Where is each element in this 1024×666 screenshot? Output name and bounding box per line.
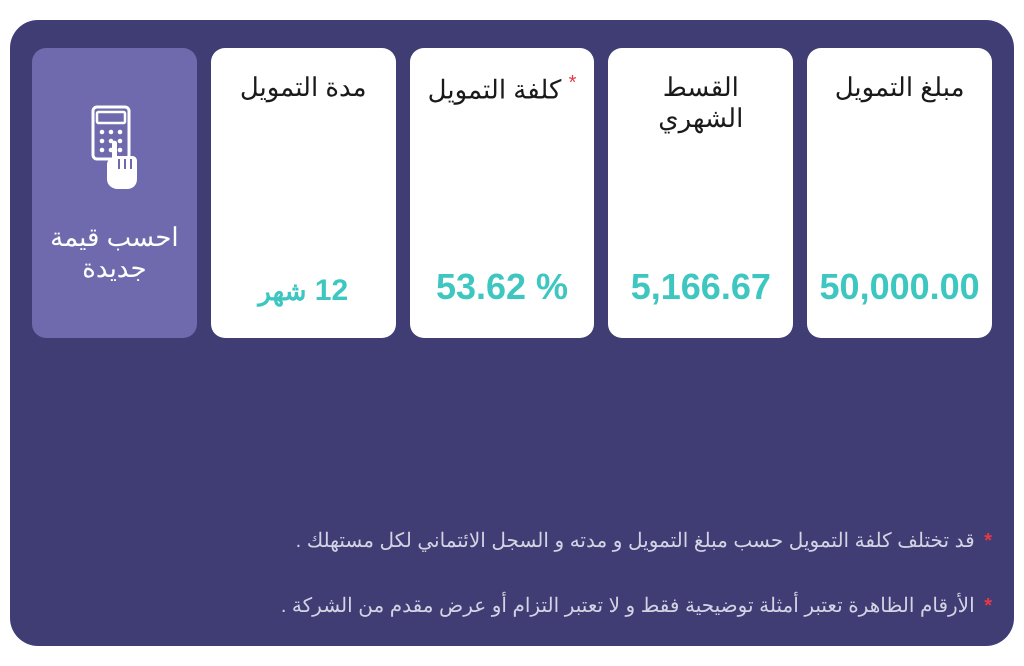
financing-amount-value: 50,000.00 (820, 266, 980, 308)
financing-period-number: 12 (315, 274, 348, 307)
calculate-new-button[interactable]: احسب قيمة جديدة (32, 48, 197, 338)
note-line-2: * الأرقام الظاهرة تعتبر أمثلة توضيحية فق… (32, 593, 992, 618)
financing-period-label: مدة التمويل (240, 72, 367, 103)
financing-cost-label-text: كلفة التمويل (428, 75, 562, 105)
cards-row: مبلغ التمويل 50,000.00 القسط الشهري 5,16… (32, 48, 992, 338)
bullet-icon: * (984, 530, 992, 552)
disclaimer-notes: * قد تختلف كلفة التمويل حسب مبلغ التمويل… (32, 528, 992, 618)
financing-period-unit: شهر (258, 276, 306, 306)
note-2-text: الأرقام الظاهرة تعتبر أمثلة توضيحية فقط … (281, 595, 975, 617)
financing-period-card: مدة التمويل 12 شهر (211, 48, 396, 338)
monthly-installment-card: القسط الشهري 5,166.67 (608, 48, 793, 338)
calculator-hand-icon (79, 103, 149, 198)
financing-amount-card: مبلغ التمويل 50,000.00 (807, 48, 992, 338)
monthly-installment-label: القسط الشهري (618, 72, 783, 134)
financing-cost-card: * كلفة التمويل 53.62 % (410, 48, 595, 338)
financing-cost-value: 53.62 % (436, 266, 568, 308)
asterisk-icon: * (569, 72, 577, 94)
financing-period-value: 12 شهر (258, 274, 348, 308)
note-1-text: قد تختلف كلفة التمويل حسب مبلغ التمويل و… (296, 530, 975, 552)
results-panel: مبلغ التمويل 50,000.00 القسط الشهري 5,16… (10, 20, 1014, 646)
calculate-new-label: احسب قيمة جديدة (32, 222, 197, 284)
monthly-installment-value: 5,166.67 (631, 266, 771, 308)
bullet-icon: * (984, 595, 992, 617)
financing-cost-label: * كلفة التمويل (428, 72, 577, 106)
financing-amount-label: مبلغ التمويل (835, 72, 965, 103)
note-line-1: * قد تختلف كلفة التمويل حسب مبلغ التمويل… (32, 528, 992, 553)
